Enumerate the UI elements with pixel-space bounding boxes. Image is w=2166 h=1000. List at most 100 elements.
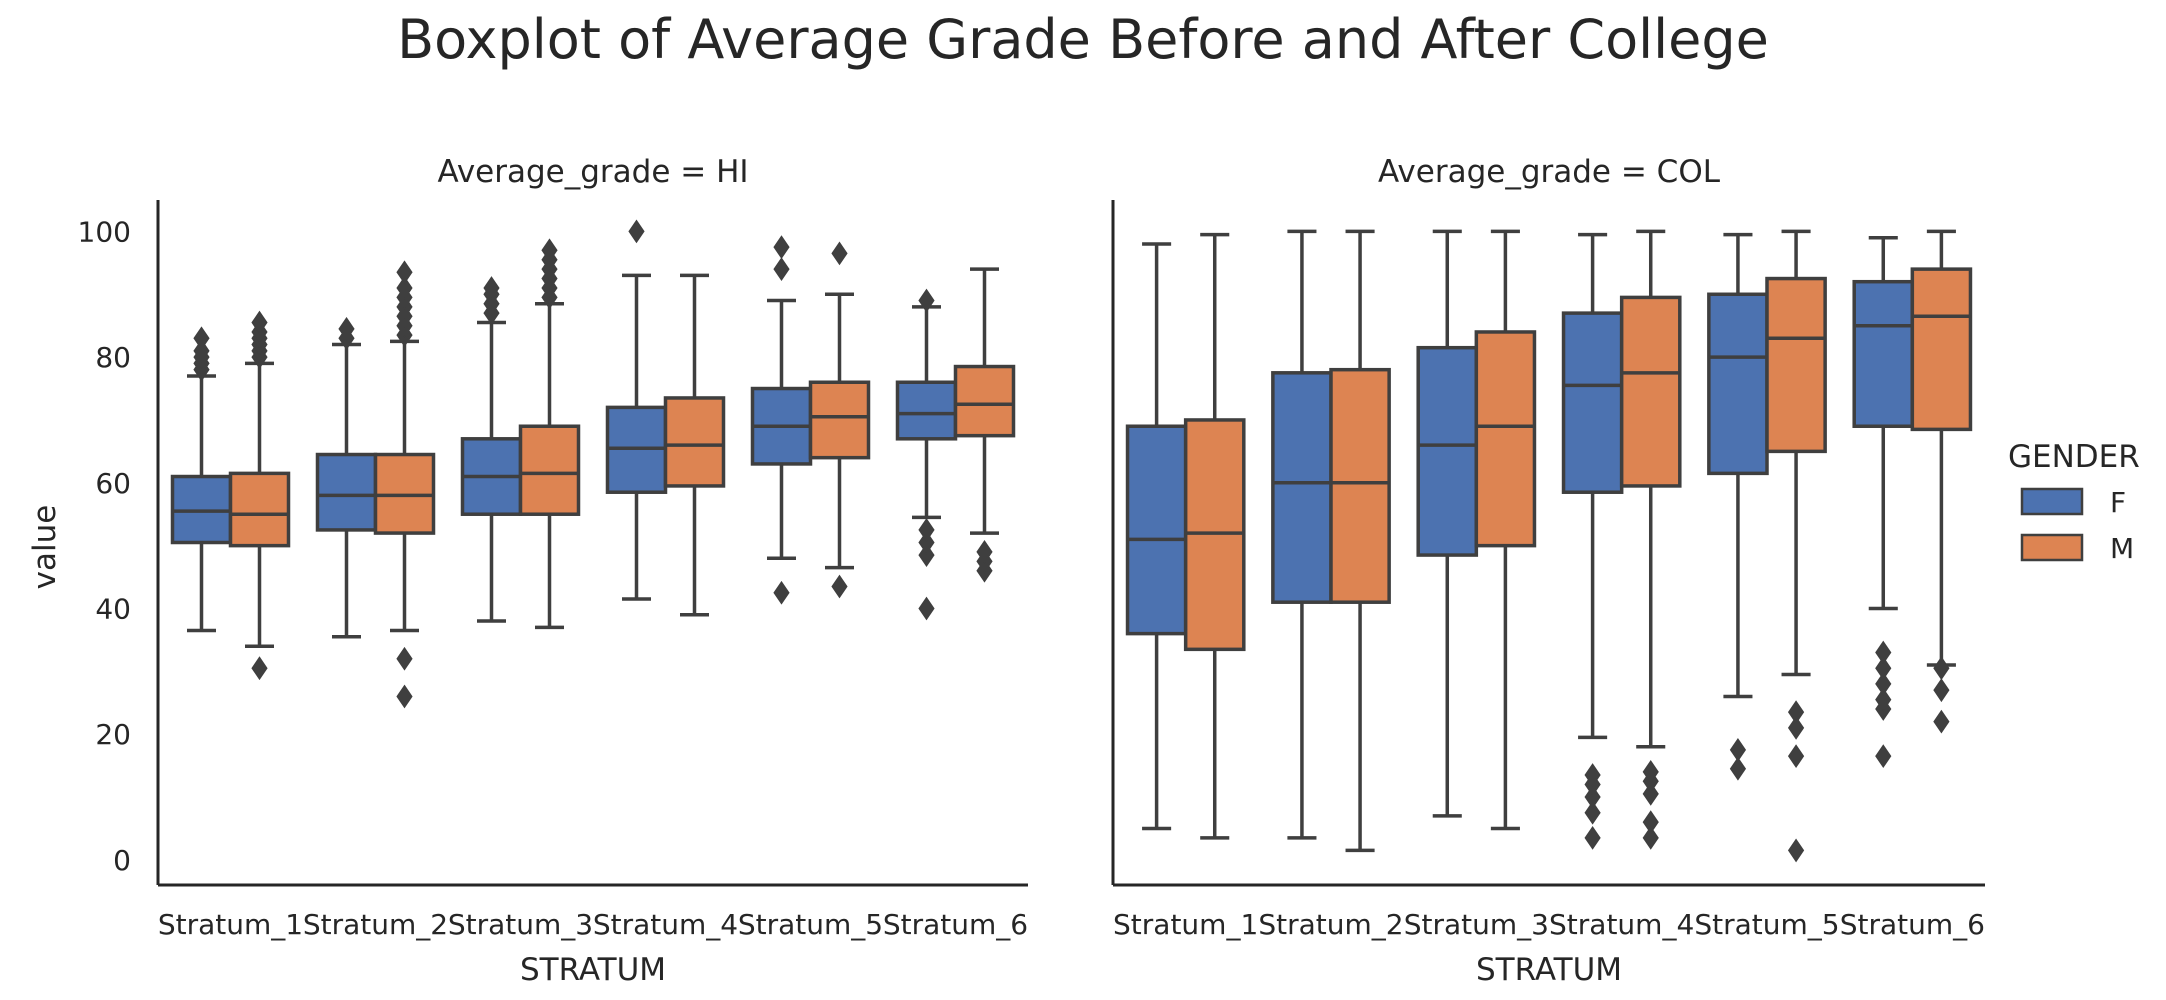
box-m-4 <box>1619 229 1682 850</box>
y-tick-label: 100 <box>78 215 131 248</box>
box-f-5 <box>1707 232 1769 781</box>
x-tick-label: Stratum_2 <box>1258 908 1403 941</box>
facet-title-col: Average_grade = COL <box>1378 154 1721 190</box>
outlier-point <box>831 574 848 599</box>
outlier-point <box>1875 656 1892 681</box>
outlier-point <box>628 219 645 244</box>
x-tick-label: Stratum_5 <box>1694 908 1839 941</box>
outlier-point <box>918 543 935 567</box>
x-tick-label: Stratum_2 <box>303 908 448 941</box>
iqr-box <box>1619 295 1682 488</box>
x-tick-label: Stratum_3 <box>448 908 593 941</box>
outlier-point <box>1933 678 1950 703</box>
facet-title-hi: Average_grade = HI <box>437 154 748 190</box>
outlier-point <box>1642 810 1659 835</box>
outlier-point <box>396 260 413 285</box>
outlier-point <box>773 235 790 260</box>
outlier-point <box>396 276 413 300</box>
box-m-1 <box>228 310 291 681</box>
iqr-box <box>808 380 871 460</box>
box-m-5 <box>1765 229 1827 863</box>
outlier-point <box>251 310 268 335</box>
chart-title: Boxplot of Average Grade Before and Afte… <box>397 8 1769 71</box>
outlier-point <box>1584 800 1601 825</box>
outlier-point <box>918 596 935 621</box>
legend: GENDER F M <box>2008 439 2140 565</box>
legend-label-m: M <box>2110 532 2134 565</box>
outlier-point <box>1875 672 1892 696</box>
box-f-1 <box>170 326 233 633</box>
iqr-box <box>1910 267 1973 432</box>
box-f-2 <box>1271 229 1333 840</box>
box-f-5 <box>750 235 813 605</box>
iqr-box <box>1765 276 1827 454</box>
box-f-1 <box>1125 242 1188 831</box>
iqr-box <box>1852 279 1915 428</box>
outlier-point <box>1787 716 1805 740</box>
box-m-5 <box>808 241 871 599</box>
iqr-box <box>895 380 958 441</box>
outlier-point <box>1933 656 1950 681</box>
box-f-2 <box>315 316 378 639</box>
outlier-point <box>1787 744 1805 769</box>
outlier-point <box>193 338 210 363</box>
outlier-point <box>1729 737 1747 762</box>
iqr-box <box>1125 424 1188 636</box>
iqr-box <box>1707 292 1769 476</box>
outlier-point <box>976 540 993 564</box>
iqr-box <box>315 452 378 532</box>
iqr-box <box>518 424 581 516</box>
outlier-point <box>1642 825 1659 850</box>
y-tick-label: 60 <box>95 467 131 500</box>
iqr-box <box>953 364 1016 438</box>
x-tick-label: Stratum_4 <box>1549 908 1694 941</box>
iqr-box <box>1561 311 1624 494</box>
iqr-box <box>1474 330 1537 548</box>
box-f-4 <box>1561 232 1624 850</box>
x-axis-label-col: STRATUM <box>1476 952 1622 988</box>
box-f-6 <box>895 288 958 621</box>
box-f-3 <box>460 276 523 623</box>
x-axis-label-hi: STRATUM <box>520 952 666 988</box>
x-tick-label: Stratum_1 <box>158 908 303 941</box>
outlier-point <box>1875 640 1892 665</box>
iqr-box <box>1271 371 1333 604</box>
outlier-point <box>251 656 268 681</box>
outlier-point <box>1642 781 1659 806</box>
outlier-point <box>1642 759 1659 784</box>
y-axis-label: value <box>27 505 63 590</box>
iqr-box <box>663 396 726 488</box>
outlier-point <box>396 684 413 709</box>
outlier-point <box>1584 825 1601 850</box>
outlier-point <box>1584 785 1601 809</box>
x-tick-label: Stratum_3 <box>1404 908 1549 941</box>
x-tick-label: Stratum_5 <box>738 908 883 941</box>
box-m-2 <box>1329 229 1391 853</box>
outlier-point <box>483 276 500 300</box>
box-m-3 <box>1474 229 1537 831</box>
y-tick-label: 40 <box>95 592 131 625</box>
outlier-point <box>396 646 413 671</box>
x-tick-label: Stratum_1 <box>1113 908 1258 941</box>
outlier-point <box>193 326 210 351</box>
outlier-point <box>773 257 790 282</box>
outlier-point <box>918 288 935 313</box>
box-m-4 <box>663 273 726 617</box>
box-m-3 <box>518 238 581 630</box>
iqr-box <box>1416 345 1479 557</box>
legend-label-f: F <box>2110 486 2126 519</box>
outlier-point <box>918 518 935 542</box>
box-m-6 <box>953 267 1016 583</box>
y-tick-label: 80 <box>95 341 131 374</box>
outlier-point <box>1875 744 1892 769</box>
outlier-point <box>1933 709 1950 734</box>
facet-panel-col: Average_grade = COL Stratum_1 Stratum_2 St… <box>1111 154 1985 941</box>
iqr-box <box>228 471 291 548</box>
outlier-point <box>831 241 848 266</box>
outlier-point <box>918 530 935 555</box>
outlier-point <box>1787 700 1805 725</box>
box-f-4 <box>605 219 668 601</box>
box-m-1 <box>1183 232 1246 840</box>
outlier-point <box>773 580 790 605</box>
